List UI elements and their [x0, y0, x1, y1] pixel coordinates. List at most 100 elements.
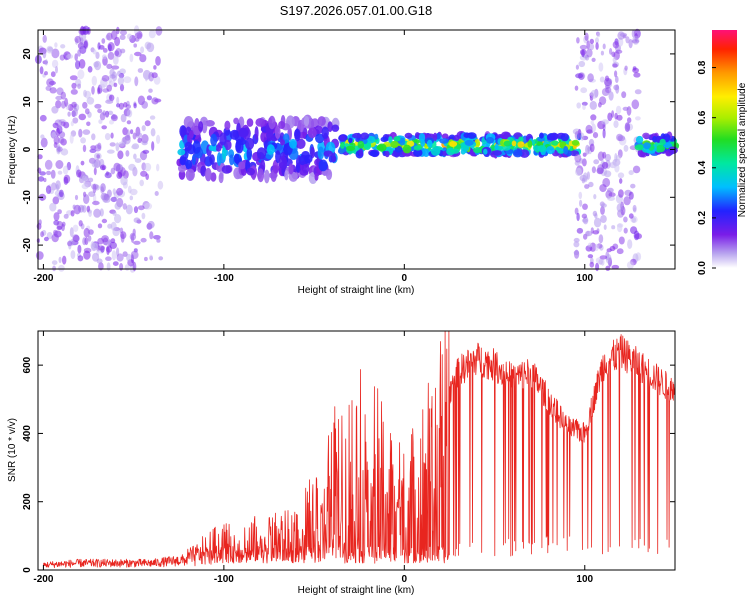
spectrogram-cell: [133, 153, 137, 160]
spectrogram-cell: [628, 38, 633, 49]
spectrogram-cell: [99, 112, 106, 121]
spectrogram-cell: [126, 109, 133, 118]
spectrogram-cell: [600, 215, 607, 223]
spectrogram-cell: [619, 178, 623, 184]
spectrogram-cell: [614, 153, 618, 163]
spectrogram-cell: [622, 106, 629, 111]
spectrogram-cell: [69, 133, 74, 144]
spectrogram-cell: [91, 75, 98, 86]
spectrogram-cell: [38, 219, 42, 226]
spectrogram-cell: [585, 230, 593, 237]
spectrogram-cell: [150, 128, 156, 137]
spectrogram-cell: [413, 145, 422, 151]
spectrogram-cell: [44, 59, 48, 66]
spectrogram-cell: [78, 113, 87, 121]
spectrogram-cell: [153, 65, 157, 70]
spectrogram-cell: [78, 220, 83, 227]
spectrogram-cell: [221, 165, 232, 174]
spectrogram-cell: [494, 143, 499, 150]
spectrogram-cell: [579, 44, 588, 50]
spectrogram-cell: [134, 32, 143, 39]
spectrogram-cell: [66, 54, 73, 59]
spectrogram-cell: [185, 168, 195, 181]
spectrogram-cell: [40, 137, 48, 148]
spectrogram-cell: [42, 34, 47, 43]
spectrogram-cell: [127, 33, 132, 40]
spectrogram-cell: [264, 169, 270, 184]
spectrogram-cell: [70, 89, 78, 95]
spectrogram-cell: [358, 148, 364, 157]
spectrogram-cell: [549, 135, 555, 141]
spectrogram-cell: [537, 136, 546, 142]
spectrogram-cell: [323, 150, 333, 157]
spectrogram-cell: [122, 127, 128, 136]
snr-x-tick-label: 0: [402, 574, 408, 585]
spectrogram-cell: [43, 236, 49, 242]
spectrogram-cell: [486, 136, 495, 144]
spectrogram-cell: [604, 75, 610, 82]
spectrogram-cell: [464, 139, 474, 146]
spectrogram-cell: [608, 192, 616, 198]
spectrogram-cell: [55, 100, 62, 109]
spectrogram-cell: [87, 66, 93, 73]
spectrogram-cell: [611, 225, 616, 230]
snr-y-tick-label: 400: [22, 425, 33, 442]
spectrogram-cell: [144, 72, 148, 82]
spectrogram-cell: [602, 128, 606, 139]
spectrogram-cell: [414, 132, 420, 139]
spectrogram-cell: [618, 189, 624, 198]
spectrogram-cell: [99, 164, 107, 171]
spectrogram-cell: [77, 83, 81, 89]
spectrogram-cell: [50, 182, 57, 191]
spectrogram-cell: [634, 89, 642, 95]
spectrogram-cell: [113, 162, 121, 172]
snr-series-line: [43, 330, 676, 569]
spectrogram-cell: [607, 196, 615, 202]
spectrogram-cell: [576, 167, 582, 176]
spectrogram-cell: [246, 147, 253, 161]
spectrogram-cell: [118, 141, 125, 147]
spectrogram-cell: [426, 139, 433, 148]
spectrogram-cell: [584, 184, 590, 189]
spectrogram-y-tick-label: 20: [22, 48, 33, 60]
spectrogram-cell: [254, 126, 259, 140]
spectrogram-cell: [51, 131, 57, 139]
spectrogram-cell: [87, 235, 92, 243]
spectrogram-cell: [284, 170, 289, 181]
spectrogram-y-label: Frequency (Hz): [7, 116, 18, 185]
spectrogram-cell: [614, 163, 620, 173]
spectrogram-y-tick-label: -10: [22, 190, 33, 205]
spectrogram-cell: [592, 210, 598, 217]
spectrogram-cell: [133, 103, 137, 109]
spectrogram-x-tick-label: -200: [33, 273, 53, 284]
spectrogram-cell: [314, 173, 319, 181]
spectrogram-cell: [204, 120, 215, 127]
spectrogram-cell: [574, 153, 582, 163]
spectrogram-cell: [80, 137, 86, 144]
spectrogram-cell: [44, 159, 53, 170]
spectrogram-cell: [418, 133, 426, 142]
snr-frame: [37, 330, 676, 571]
spectrogram-cell: [439, 138, 449, 144]
spectrogram-cell: [122, 251, 128, 257]
spectrogram-cell: [47, 46, 54, 52]
spectrogram-cell: [310, 146, 315, 159]
spectrogram-cell: [573, 237, 580, 243]
spectrogram-cell: [340, 143, 345, 149]
spectrogram-cell: [107, 44, 112, 52]
spectrogram-cell: [50, 169, 56, 179]
spectrogram-cell: [46, 78, 54, 87]
spectrogram-cell: [142, 149, 150, 154]
spectrogram-cell: [393, 136, 401, 142]
spectrogram-cell: [449, 141, 458, 147]
spectrogram-cell: [593, 159, 600, 165]
spectrogram-cell: [60, 148, 69, 156]
spectrogram-cell: [352, 132, 362, 139]
spectrogram-cell: [144, 162, 152, 172]
spectrogram-cell: [86, 121, 91, 127]
spectrogram-cell: [611, 264, 620, 270]
spectrogram-cell: [55, 160, 64, 169]
spectrogram-cell: [40, 231, 44, 238]
snr-y-ticks: 0 200 400 600: [22, 356, 675, 573]
spectrogram-cell: [402, 144, 412, 154]
